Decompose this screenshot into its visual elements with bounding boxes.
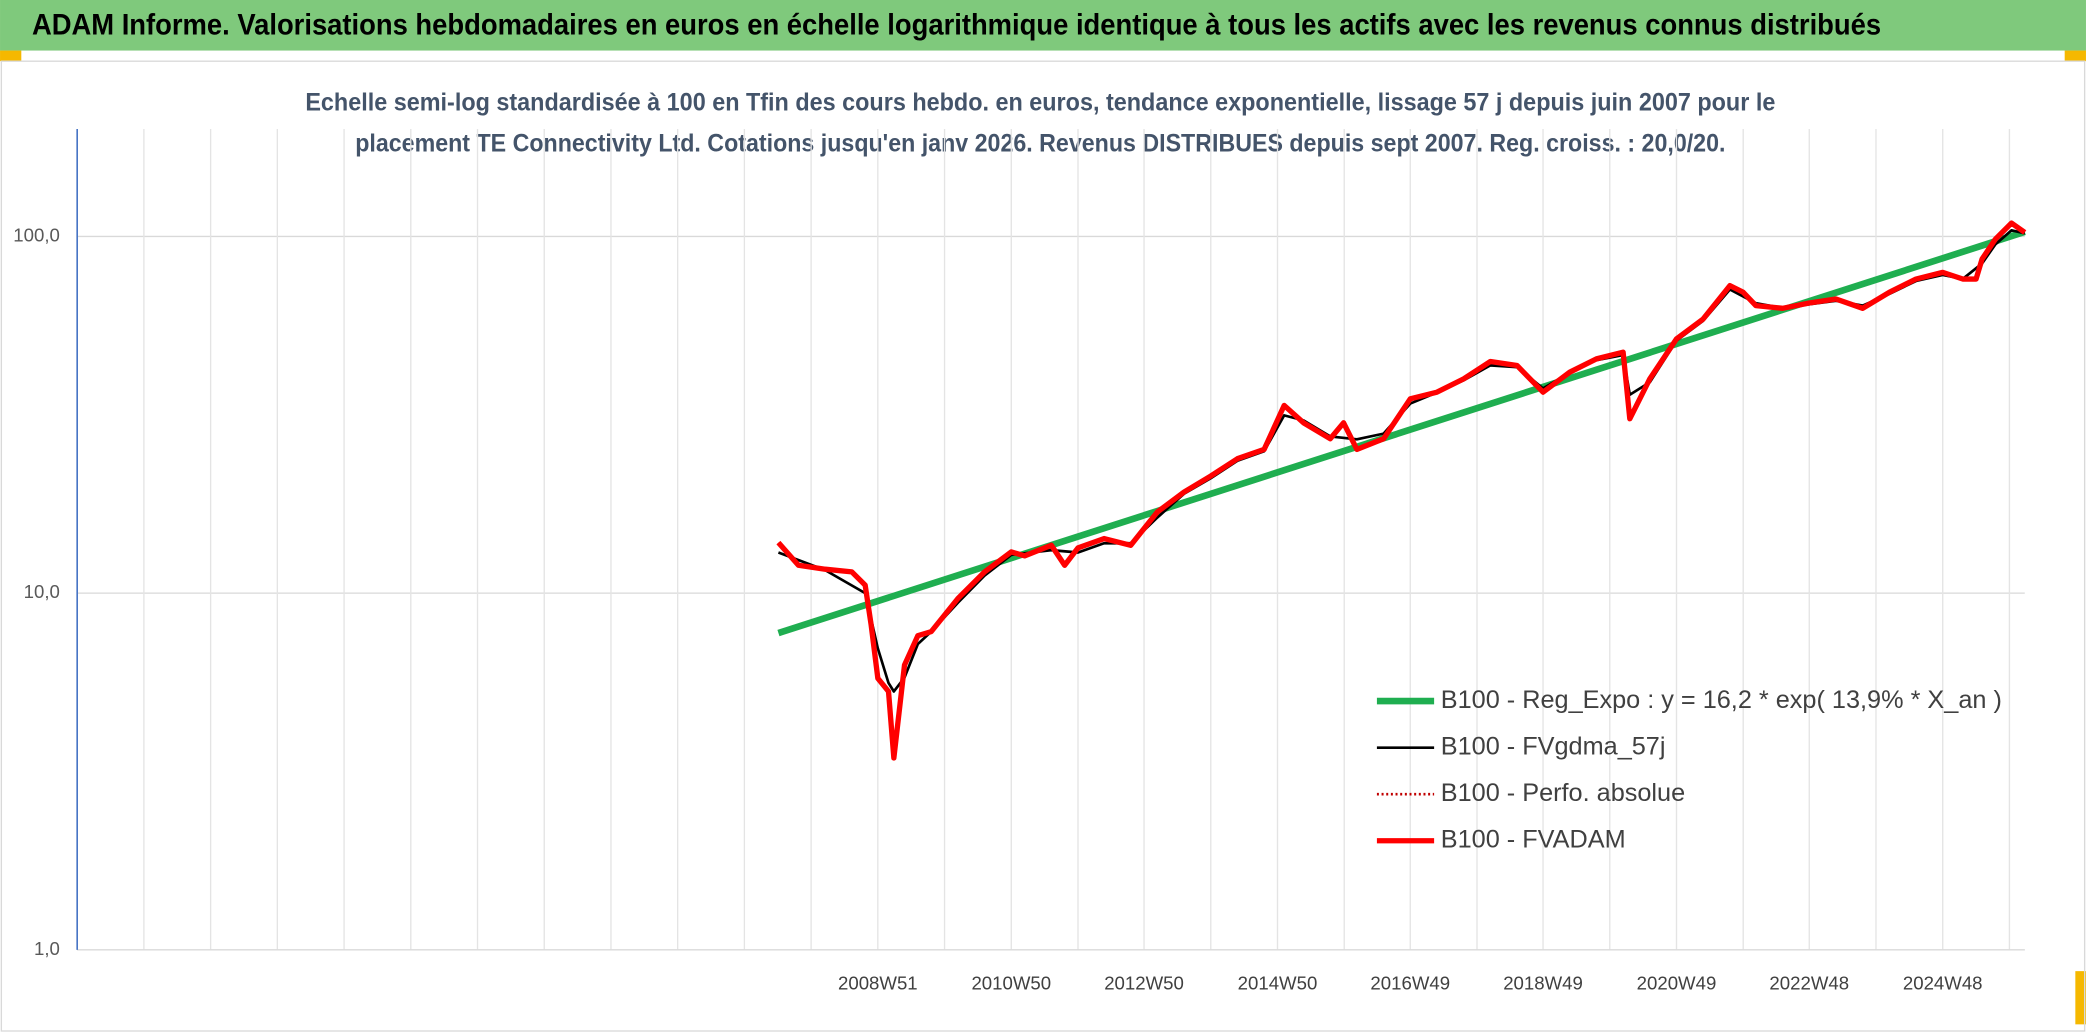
x-tick-label: 2010W50 <box>971 972 1051 993</box>
corner-mark <box>0 50 22 62</box>
x-tick-label: 2018W49 <box>1503 972 1583 993</box>
corner-mark <box>2064 50 2086 62</box>
series-line <box>776 220 2027 761</box>
chart-title: ADAM Informe. Valorisations hebdomadaire… <box>32 9 1881 41</box>
chart-subtitle: Echelle semi-log standardisée à 100 en T… <box>305 88 1775 116</box>
legend-label: B100 - Perfo. absolue <box>1441 779 1685 807</box>
y-tick-label: 100,0 <box>13 224 60 245</box>
x-tick-label: 2020W49 <box>1637 972 1717 993</box>
x-tick-label: 2022W48 <box>1769 972 1849 993</box>
corner-mark <box>2075 971 2086 1025</box>
chart-subtitle: placement TE Connectivity Ltd. Cotations… <box>355 130 1725 158</box>
y-tick-label: 1,0 <box>34 938 60 959</box>
legend-label: B100 - Reg_Expo : y = 16,2 * exp( 13,9% … <box>1441 686 2002 714</box>
y-tick-label: 10,0 <box>24 581 60 602</box>
x-tick-label: 2024W48 <box>1903 972 1983 993</box>
x-tick-label: 2012W50 <box>1104 972 1184 993</box>
chart-border <box>0 60 2086 1032</box>
series-line <box>777 228 2026 637</box>
x-tick-label: 2016W49 <box>1370 972 1450 993</box>
x-tick-label: 2008W51 <box>838 972 918 993</box>
legend-label: B100 - FVgdma_57j <box>1441 732 1666 760</box>
legend-label: B100 - FVADAM <box>1441 825 1626 853</box>
x-tick-label: 2014W50 <box>1238 972 1318 993</box>
header-bar <box>0 0 2086 51</box>
